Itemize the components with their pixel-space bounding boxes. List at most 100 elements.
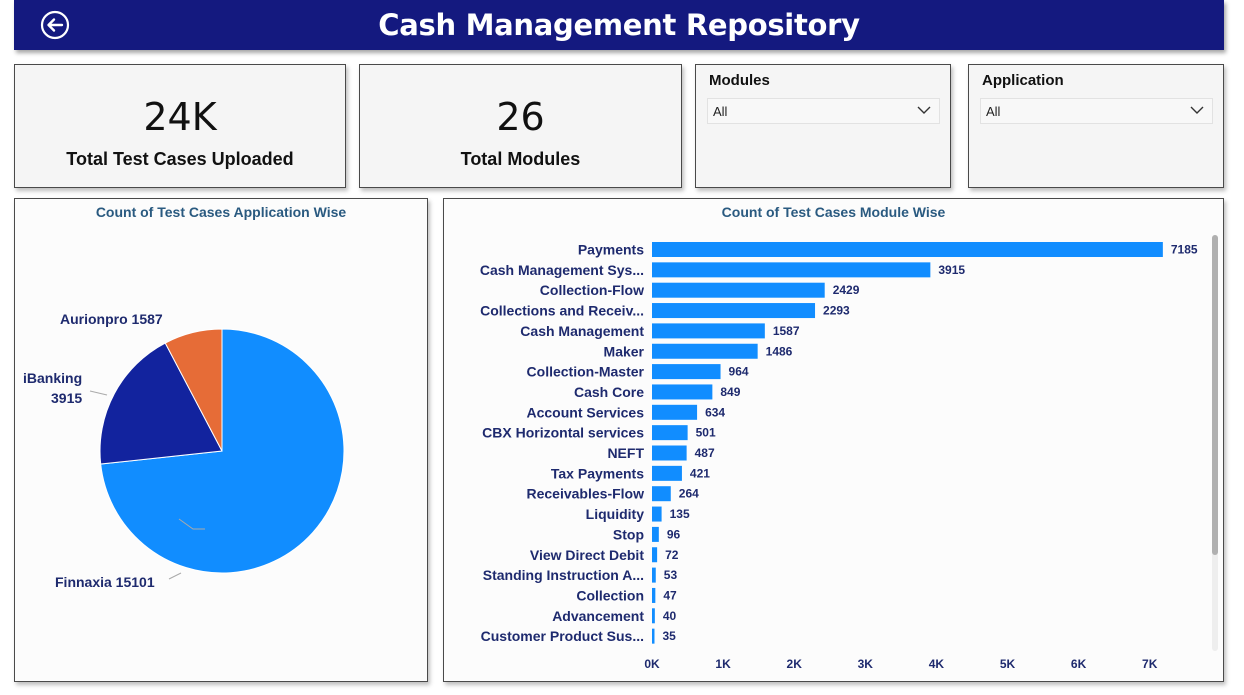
bar[interactable]	[652, 526, 659, 542]
x-tick-label: 1K	[715, 657, 731, 671]
bar-category-label: Cash Core	[574, 384, 644, 400]
kpi-card-total-modules: 26 Total Modules	[359, 64, 682, 188]
bar-data-label: 2293	[823, 304, 850, 318]
chart-scrollbar[interactable]	[1212, 235, 1218, 651]
bar-category-label: View Direct Debit	[530, 547, 644, 563]
bar[interactable]	[652, 384, 713, 400]
bar[interactable]	[652, 425, 688, 441]
slicer-title: Application	[982, 72, 1064, 89]
bar-category-label: Stop	[613, 526, 644, 542]
bar[interactable]	[652, 445, 687, 461]
bar-data-label: 35	[662, 629, 676, 643]
bar-data-label: 964	[729, 365, 749, 379]
pie-slice-aurionpro[interactable]	[164, 328, 223, 452]
bar-category-label: CBX Horizontal services	[482, 425, 644, 441]
chevron-down-icon	[917, 106, 931, 114]
bar-data-label: 40	[663, 609, 677, 623]
leader-line-ibanking	[89, 390, 108, 396]
kpi-label: Total Modules	[460, 149, 581, 169]
x-tick-label: 3K	[858, 657, 874, 671]
pie-chart	[89, 328, 345, 580]
bar[interactable]	[652, 486, 671, 502]
bar-data-label: 3915	[938, 263, 965, 277]
modules-slicer: Modules All	[695, 64, 951, 188]
bar-data-label: 135	[670, 507, 690, 521]
bar-data-label: 7185	[1171, 243, 1198, 257]
kpi-card-total-test-cases: 24K Total Test Cases Uploaded	[14, 64, 346, 188]
bar-category-label: Collection-Flow	[540, 282, 644, 298]
bar-data-label: 501	[696, 426, 716, 440]
bar-category-label: Account Services	[527, 404, 645, 420]
leader-line-finnaxia	[168, 572, 182, 580]
bar-category-label: Collections and Receiv...	[480, 303, 644, 319]
bar[interactable]	[652, 567, 656, 583]
bar-chart: Payments 7185 Cash Management Sys... 3915 Co…	[480, 242, 1198, 672]
bar-category-label: Tax Payments	[551, 465, 644, 481]
bar-data-label: 421	[690, 466, 710, 480]
application-dropdown[interactable]: All	[980, 98, 1213, 124]
x-tick-label: 6K	[1071, 657, 1087, 671]
bar-data-label: 96	[667, 527, 681, 541]
bar-category-label: NEFT	[607, 445, 644, 461]
slicer-title: Modules	[709, 72, 770, 89]
bar[interactable]	[652, 303, 816, 319]
bar-data-label: 487	[695, 446, 715, 460]
bar-data-label: 1486	[766, 344, 793, 358]
scrollbar-thumb[interactable]	[1212, 235, 1218, 555]
bar-category-label: Receivables-Flow	[527, 486, 645, 502]
bar-category-label: Cash Management	[520, 323, 644, 339]
bar[interactable]	[652, 343, 758, 359]
pie-label-ibanking-value: 3915	[51, 390, 83, 406]
bar[interactable]	[652, 242, 1163, 257]
page-title: Cash Management Repository	[378, 8, 860, 42]
bar-data-label: 72	[665, 548, 679, 562]
pie-label-ibanking-name: iBanking	[23, 370, 83, 386]
bar-data-label: 1587	[773, 324, 800, 338]
dropdown-value: All	[986, 104, 1001, 119]
bar-data-label: 264	[679, 487, 699, 501]
pie-slice-ibanking[interactable]	[99, 342, 223, 465]
bar-category-label: Collection	[576, 587, 644, 603]
leader-line-aurionpro	[178, 518, 205, 530]
x-tick-label: 2K	[787, 657, 803, 671]
bar-data-label: 47	[663, 588, 677, 602]
bar-chart-panel: Count of Test Cases Module Wise Payments…	[443, 198, 1224, 682]
bar[interactable]	[652, 404, 698, 420]
bar-data-label: 849	[720, 385, 740, 399]
bar[interactable]	[652, 628, 655, 644]
bar[interactable]	[652, 587, 656, 603]
bar-category-label: Customer Product Sus...	[481, 628, 644, 644]
bar-category-label: Standing Instruction A...	[483, 567, 644, 583]
bar[interactable]	[652, 282, 825, 298]
bar[interactable]	[652, 465, 682, 481]
bar[interactable]	[652, 323, 765, 339]
chevron-down-icon	[1190, 106, 1204, 114]
pie-chart-panel: Count of Test Cases Application Wise Aur…	[14, 198, 428, 682]
bar[interactable]	[652, 364, 721, 380]
bar[interactable]	[652, 506, 662, 522]
kpi-value: 26	[496, 95, 545, 139]
x-tick-label: 5K	[1000, 657, 1016, 671]
bar-category-label: Advancement	[552, 608, 644, 624]
bar-data-label: 53	[664, 568, 678, 582]
bar-category-label: Collection-Master	[527, 364, 645, 380]
pie-chart-title: Count of Test Cases Application Wise	[95, 204, 347, 220]
pie-label-aurionpro: Aurionpro 1587	[60, 311, 163, 327]
bar[interactable]	[652, 262, 931, 278]
kpi-label: Total Test Cases Uploaded	[66, 149, 294, 169]
bar[interactable]	[652, 608, 655, 624]
application-slicer: Application All	[968, 64, 1224, 188]
x-tick-label: 4K	[929, 657, 945, 671]
page-header: Cash Management Repository	[14, 0, 1224, 50]
back-arrow-icon[interactable]	[40, 10, 70, 40]
bar-category-label: Cash Management Sys...	[480, 262, 644, 278]
x-tick-label: 7K	[1142, 657, 1158, 671]
kpi-value: 24K	[143, 95, 217, 139]
bar-data-label: 634	[705, 405, 725, 419]
pie-label-finnaxia: Finnaxia 15101	[55, 574, 155, 590]
x-tick-label: 0K	[644, 657, 660, 671]
bar-category-label: Liquidity	[586, 506, 645, 522]
bar[interactable]	[652, 547, 658, 563]
modules-dropdown[interactable]: All	[707, 98, 940, 124]
bar-category-label: Payments	[578, 242, 644, 258]
